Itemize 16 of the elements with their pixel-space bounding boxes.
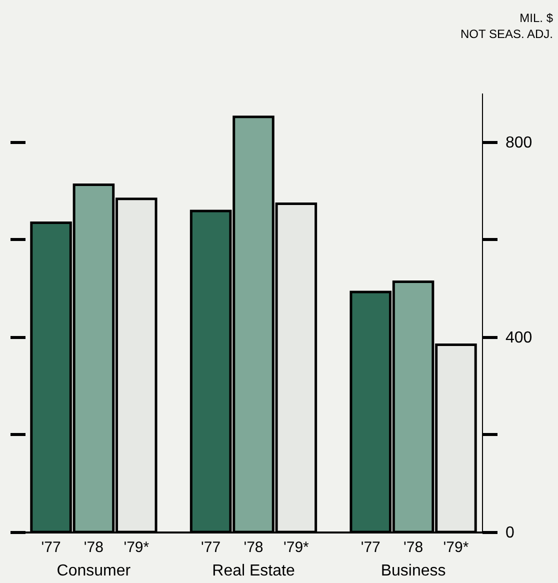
series-label: '79* <box>124 539 150 556</box>
series-label: '78 <box>84 539 104 556</box>
x-tick-label: Business <box>380 562 446 580</box>
text: '79* <box>443 539 469 556</box>
text: '77 <box>360 539 380 556</box>
y-tick-label: 800 <box>506 134 532 152</box>
text: '79* <box>283 539 309 556</box>
y-tick-label: 0 <box>506 524 514 542</box>
x-tick-label: Consumer <box>56 562 132 580</box>
text: '77 <box>201 539 221 556</box>
text: '78 <box>404 539 424 556</box>
x-tick-label: Real Estate <box>212 562 295 580</box>
text: MIL. $ NOT SEAS. ADJ. <box>460 11 554 41</box>
text: '78 <box>244 539 264 556</box>
series-label: '77 <box>41 539 61 556</box>
y-tick-label: 400 <box>506 329 532 346</box>
